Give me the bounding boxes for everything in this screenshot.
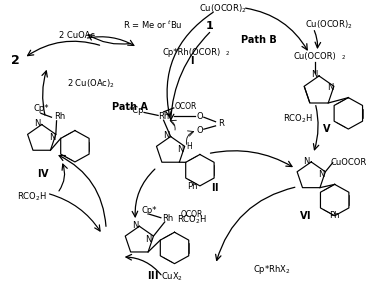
Text: RCO$_2$H: RCO$_2$H — [283, 112, 312, 125]
Text: Cu(OCOR)$_2$: Cu(OCOR)$_2$ — [200, 2, 247, 15]
Text: N: N — [177, 145, 183, 154]
Text: N: N — [145, 235, 152, 244]
Text: 2 CuOAc: 2 CuOAc — [59, 31, 95, 40]
Text: N: N — [318, 170, 324, 179]
Text: $\bf{VI}$: $\bf{VI}$ — [299, 209, 312, 221]
Text: Cp*: Cp* — [33, 104, 49, 113]
Text: $\bf{II}$: $\bf{II}$ — [211, 181, 220, 193]
Text: Cp*Rh(OCOR): Cp*Rh(OCOR) — [163, 48, 221, 57]
Text: OCOR: OCOR — [180, 210, 203, 219]
Text: Rh: Rh — [54, 112, 65, 121]
Text: Cu(OCOR): Cu(OCOR) — [294, 52, 336, 61]
Text: N: N — [311, 70, 317, 79]
Text: Cp*: Cp* — [142, 206, 157, 215]
Text: N: N — [49, 133, 55, 142]
Text: Cp*RhX$_2$: Cp*RhX$_2$ — [254, 263, 291, 276]
Text: Path B: Path B — [241, 35, 276, 45]
Text: $\bf{1}$: $\bf{1}$ — [205, 19, 214, 31]
Text: O: O — [197, 126, 203, 135]
Text: N: N — [132, 221, 139, 230]
Text: RCO$_2$H: RCO$_2$H — [177, 214, 207, 226]
Text: *Cp: *Cp — [129, 106, 144, 115]
Text: 2 Cu(OAc)$_2$: 2 Cu(OAc)$_2$ — [67, 77, 114, 90]
Text: Ph: Ph — [187, 182, 197, 191]
Text: O: O — [197, 112, 203, 121]
Text: Path A: Path A — [112, 102, 147, 112]
Text: CuOCOR: CuOCOR — [330, 158, 367, 167]
Text: N: N — [163, 131, 170, 140]
Text: CuX$_2$: CuX$_2$ — [161, 271, 183, 283]
Text: N: N — [34, 119, 41, 128]
Text: N: N — [327, 83, 333, 92]
Text: Ph: Ph — [329, 210, 340, 219]
Text: $\bf{IV}$: $\bf{IV}$ — [37, 167, 50, 179]
Text: R = Me or $^t$Bu: R = Me or $^t$Bu — [123, 19, 183, 31]
Text: Cu(OCOR)$_2$: Cu(OCOR)$_2$ — [305, 19, 353, 31]
Text: Rh: Rh — [162, 214, 173, 223]
Text: OCOR: OCOR — [174, 102, 197, 111]
Text: $_2$: $_2$ — [341, 54, 345, 63]
Text: $\bf{2}$: $\bf{2}$ — [9, 54, 19, 67]
Text: $\bf{V}$: $\bf{V}$ — [322, 122, 332, 134]
Text: Rh: Rh — [158, 112, 169, 121]
Text: N: N — [303, 157, 309, 166]
Text: RCO$_2$H: RCO$_2$H — [17, 191, 47, 203]
Text: $\bf{I}$: $\bf{I}$ — [190, 54, 194, 67]
Text: $_2$: $_2$ — [225, 49, 229, 58]
Text: R: R — [218, 119, 223, 128]
Text: H: H — [187, 142, 192, 151]
Text: $\bf{III}$: $\bf{III}$ — [147, 269, 159, 281]
